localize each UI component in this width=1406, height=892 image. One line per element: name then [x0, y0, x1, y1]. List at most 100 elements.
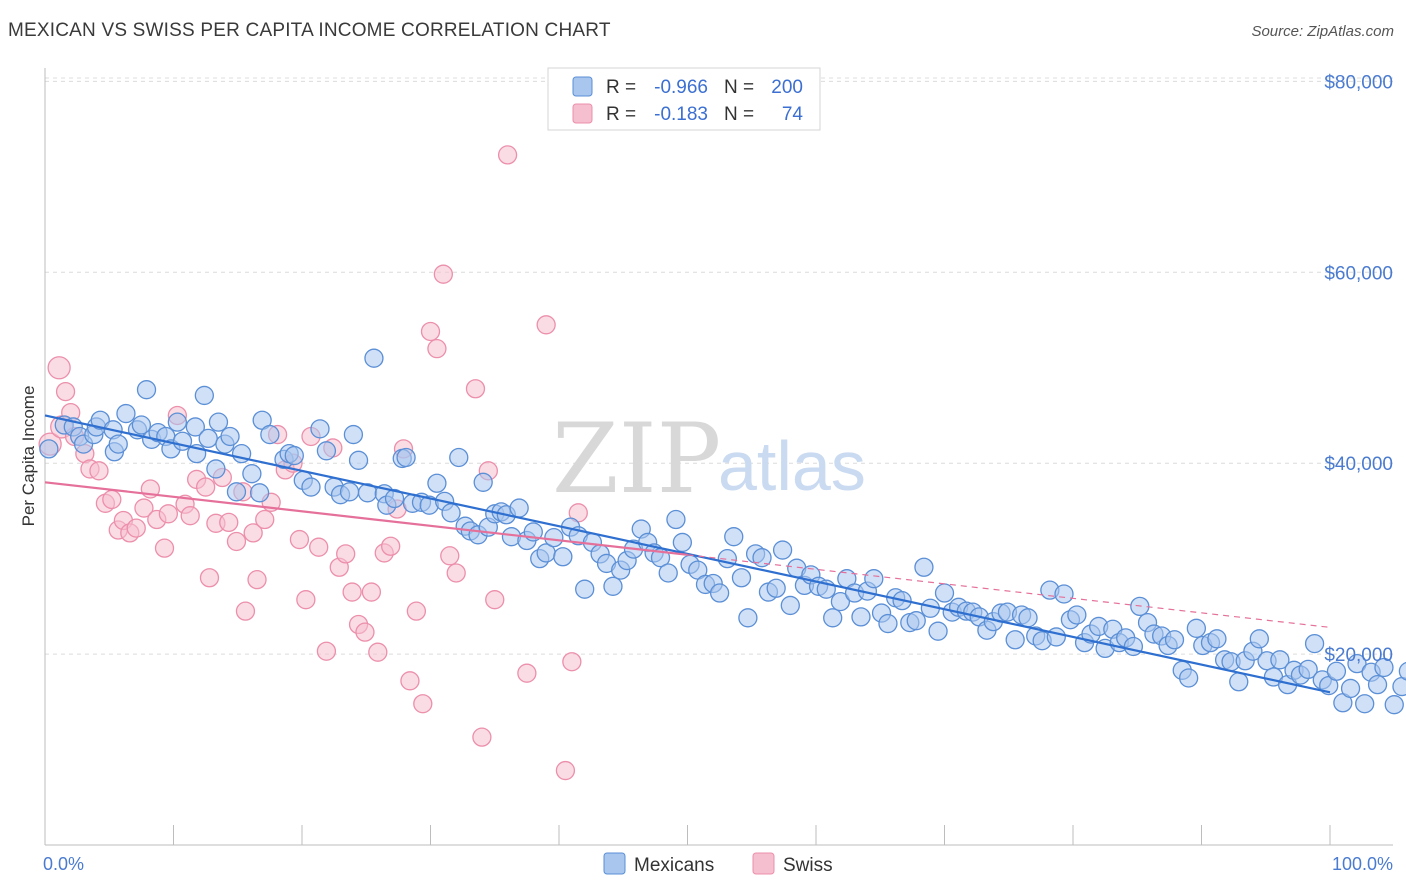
- point-swiss: [355, 622, 375, 642]
- point-swiss: [446, 563, 466, 583]
- point-swiss: [413, 694, 433, 714]
- point-swiss: [400, 671, 420, 691]
- point-mexicans: [914, 557, 934, 577]
- point-mexicans: [1392, 676, 1406, 697]
- point-swiss: [555, 760, 576, 781]
- y-tick-labels: $20,000 $40,000 $60,000 $80,000: [1324, 72, 1393, 666]
- point-mexicans: [603, 576, 623, 596]
- point-mexicans: [284, 445, 304, 466]
- point-swiss: [485, 590, 505, 610]
- point-mexicans: [1018, 608, 1038, 628]
- point-mexicans: [658, 563, 678, 583]
- point-swiss: [420, 321, 441, 342]
- point-swiss: [497, 145, 518, 165]
- point-mexicans: [1298, 659, 1318, 680]
- point-mexicans: [310, 419, 330, 439]
- point-mexicans: [242, 464, 262, 484]
- point-mexicans: [1347, 653, 1367, 674]
- point-swiss: [342, 582, 362, 602]
- legend-box: [547, 67, 821, 131]
- point-mexicans: [1304, 633, 1325, 654]
- watermark-atlas: atlas: [718, 427, 866, 505]
- y-tick-label: $40,000: [1324, 454, 1393, 475]
- point-mexicans: [39, 439, 59, 459]
- series-legend-swatch-mexicans: [603, 852, 626, 875]
- point-mexicans: [206, 459, 226, 479]
- point-mexicans: [226, 482, 247, 502]
- point-mexicans: [823, 608, 843, 628]
- point-mexicans: [396, 447, 416, 468]
- point-mexicans: [544, 528, 564, 548]
- legend-n-value-swiss: 74: [782, 104, 804, 125]
- point-mexicans: [1340, 678, 1361, 699]
- point-mexicans: [1398, 661, 1406, 681]
- point-mexicans: [766, 578, 786, 598]
- legend-r-value-mexicans: -0.966: [654, 77, 708, 98]
- point-mexicans: [136, 380, 157, 400]
- point-mexicans: [780, 595, 800, 616]
- point-swiss: [517, 663, 537, 683]
- point-mexicans: [1270, 650, 1290, 670]
- point-swiss: [134, 498, 154, 518]
- point-swiss: [427, 339, 447, 359]
- point-mexicans: [1054, 584, 1074, 604]
- point-swiss: [154, 538, 175, 558]
- legend-swatch-swiss: [572, 103, 593, 124]
- point-swiss: [247, 569, 267, 590]
- point-mexicans: [220, 426, 240, 447]
- point-mexicans: [1123, 636, 1144, 657]
- point-swiss: [102, 489, 122, 510]
- point-swiss: [368, 642, 388, 662]
- point-mexicans: [343, 424, 364, 445]
- y-tick-label: $20,000: [1324, 645, 1393, 666]
- trend-line-swiss-extension: [687, 554, 1331, 628]
- point-swiss: [296, 590, 316, 610]
- point-mexicans: [441, 503, 461, 523]
- point-swiss: [433, 264, 454, 284]
- point-mexicans: [553, 547, 573, 567]
- point-mexicans: [339, 482, 360, 502]
- point-mexicans: [473, 472, 493, 492]
- point-mexicans: [1249, 629, 1269, 649]
- point-swiss: [243, 523, 263, 543]
- point-mexicans: [384, 488, 405, 509]
- point-swiss: [336, 544, 356, 564]
- point-swiss: [406, 601, 427, 621]
- point-swiss: [309, 537, 329, 557]
- point-swiss: [55, 381, 76, 402]
- point-mexicans: [301, 477, 321, 497]
- grid-lines: [45, 77, 1393, 655]
- point-mexicans: [167, 412, 188, 432]
- point-swiss: [219, 512, 239, 533]
- point-mexicans: [738, 608, 758, 628]
- point-mexicans: [364, 348, 384, 368]
- legend-r-label: R =: [606, 77, 636, 98]
- point-mexicans: [709, 583, 730, 603]
- watermark-zip: ZIP: [552, 403, 721, 515]
- point-mexicans: [427, 473, 447, 493]
- point-swiss: [199, 568, 220, 588]
- point-mexicans: [1355, 694, 1375, 714]
- y-axis-label: Per Capita Income: [19, 386, 38, 527]
- point-swiss: [289, 529, 310, 550]
- trend-line-swiss: [44, 481, 688, 556]
- point-mexicans: [906, 611, 926, 631]
- point-mexicans: [1207, 629, 1227, 649]
- legend-r-value-swiss: -0.183: [654, 104, 708, 125]
- point-mexicans: [928, 621, 948, 641]
- chart-title: MEXICAN VS SWISS PER CAPITA INCOME CORRE…: [8, 20, 611, 41]
- point-mexicans: [575, 579, 595, 599]
- series-legend: Mexicans Swiss: [603, 852, 833, 876]
- x-tick-label: 0.0%: [43, 854, 84, 874]
- series-legend-label-swiss: Swiss: [783, 855, 833, 876]
- point-swiss: [235, 601, 256, 621]
- legend-swatch-mexicans: [572, 76, 593, 97]
- point-mexicans: [772, 540, 793, 560]
- point-swiss: [195, 477, 216, 497]
- x-tick-labels: 0.0% 100.0%: [43, 854, 1393, 874]
- series-swiss: [38, 145, 588, 781]
- point-swiss: [472, 727, 492, 747]
- point-mexicans: [1367, 674, 1388, 695]
- point-mexicans: [1067, 605, 1087, 625]
